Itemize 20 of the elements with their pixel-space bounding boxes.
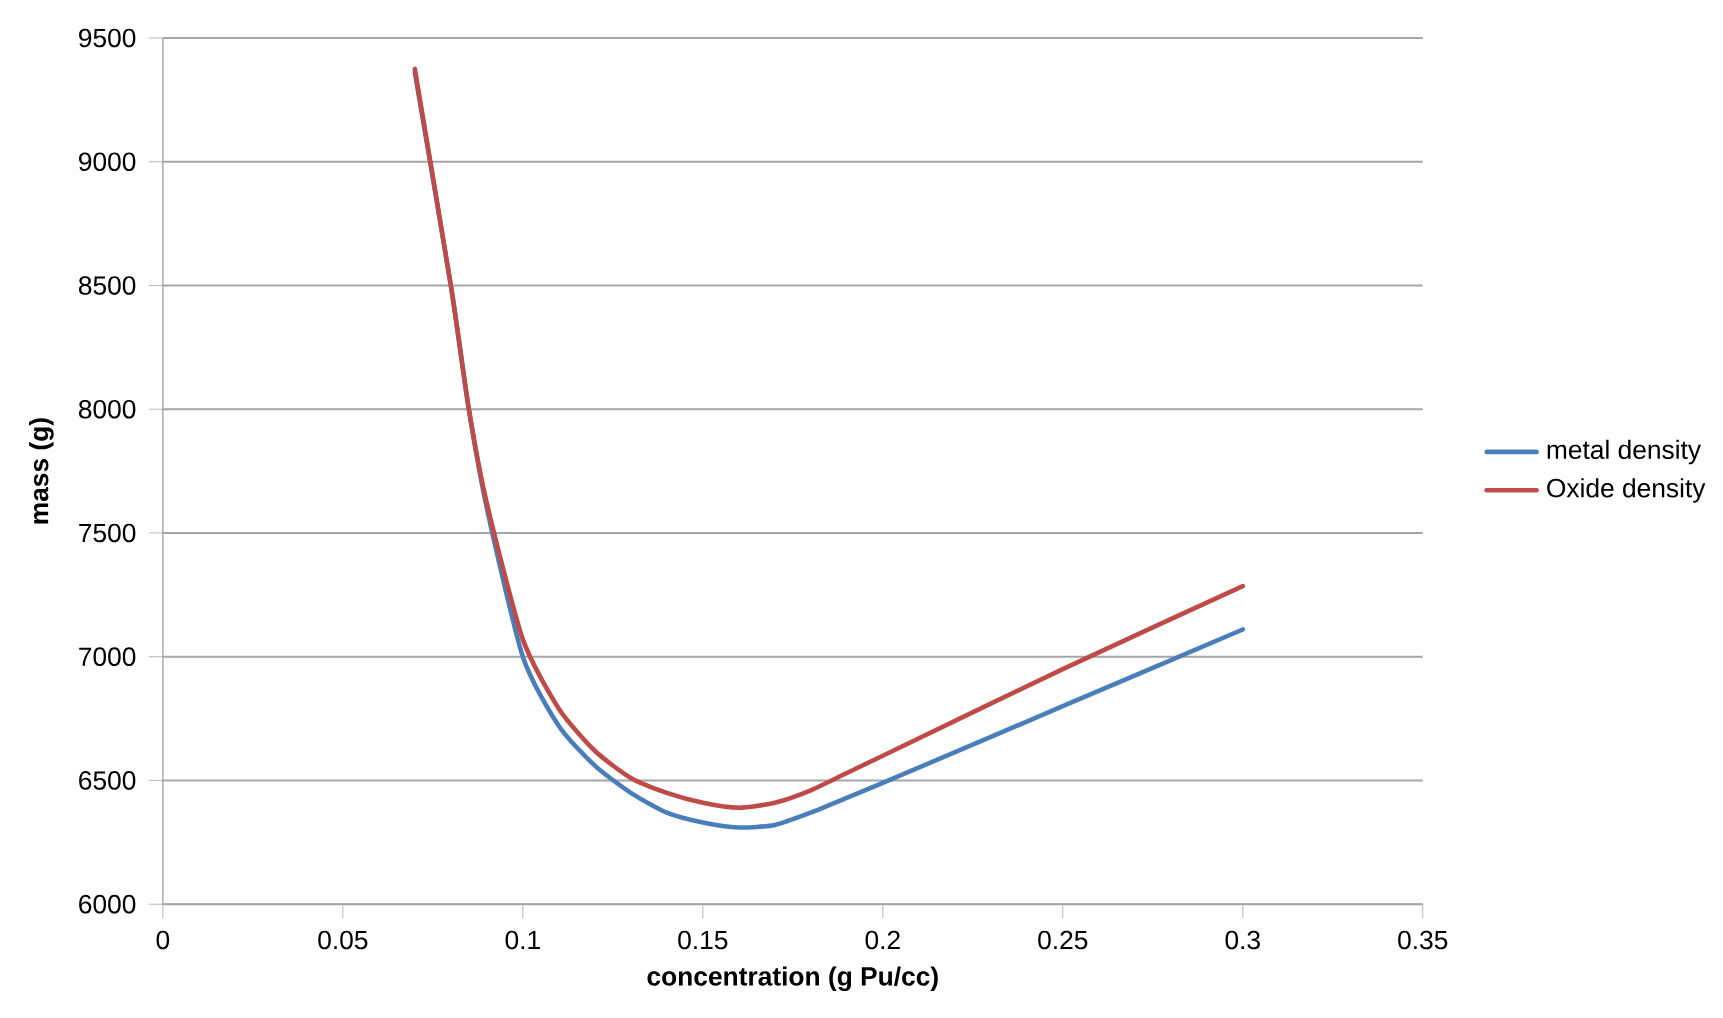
y-tick-label: 9500 (79, 28, 136, 48)
y-tick-label: 9000 (79, 152, 136, 172)
legend-label: metal density (1547, 439, 1701, 465)
y-tick-label: 8500 (78, 276, 136, 295)
y-tick-label: 6500 (79, 771, 136, 790)
x-tick-label: 0.35 (1398, 930, 1448, 950)
y-tick-label: 7000 (79, 647, 136, 666)
x-axis-title: concentration (g Pu/cc) (647, 966, 938, 991)
y-tick-label: 7500 (79, 523, 136, 543)
x-tick-label: 0.1 (505, 930, 540, 950)
x-tick-label: 0.05 (318, 930, 368, 950)
x-tick-label: 0 (156, 930, 170, 950)
y-tick-label: 6000 (79, 894, 136, 914)
x-tick-label: 0.2 (865, 930, 900, 950)
x-tick-label: 0.15 (678, 930, 728, 950)
legend-label: Oxide density (1547, 478, 1706, 503)
x-tick-label: 0.25 (1038, 930, 1088, 950)
x-tick-label: 0.3 (1225, 930, 1260, 950)
y-tick-label: 8000 (78, 399, 136, 419)
y-axis-title: mass (g) (29, 418, 54, 524)
